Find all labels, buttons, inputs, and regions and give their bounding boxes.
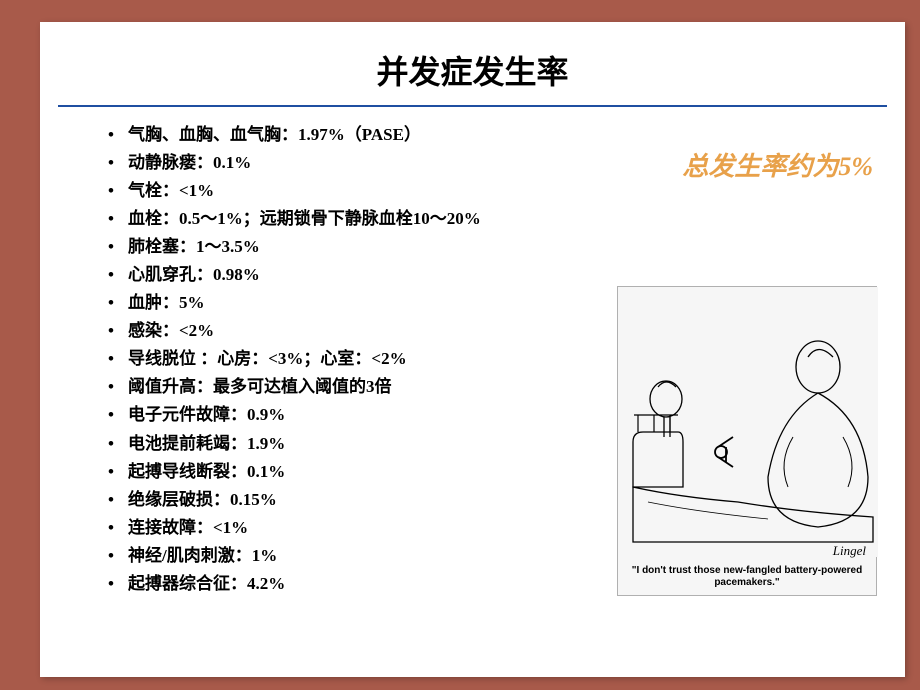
slide: 并发症发生率 气胸、血胸、血气胸：1.97%（PASE） 动静脉瘘：0.1% 气… — [40, 22, 905, 677]
cartoon-caption: "I don't trust those new-fangled battery… — [626, 565, 868, 589]
bullet-item: 肺栓塞：1～3.5% — [108, 233, 905, 261]
bullet-item: 血栓：0.5～1%；远期锁骨下静脉血栓10～20% — [108, 205, 905, 233]
title-divider — [58, 105, 887, 107]
cartoon-image: Lingel "I don't trust those new-fangled … — [617, 286, 877, 596]
bullet-item: 气胸、血胸、血气胸：1.97%（PASE） — [108, 121, 905, 149]
summary-callout: 总发生率约为5% — [682, 146, 873, 183]
slide-title: 并发症发生率 — [40, 22, 905, 105]
cartoon-signature: Lingel — [833, 543, 866, 559]
cartoon-sketch — [618, 287, 878, 557]
content-area: 气胸、血胸、血气胸：1.97%（PASE） 动静脉瘘：0.1% 气栓：<1% 血… — [40, 121, 905, 598]
